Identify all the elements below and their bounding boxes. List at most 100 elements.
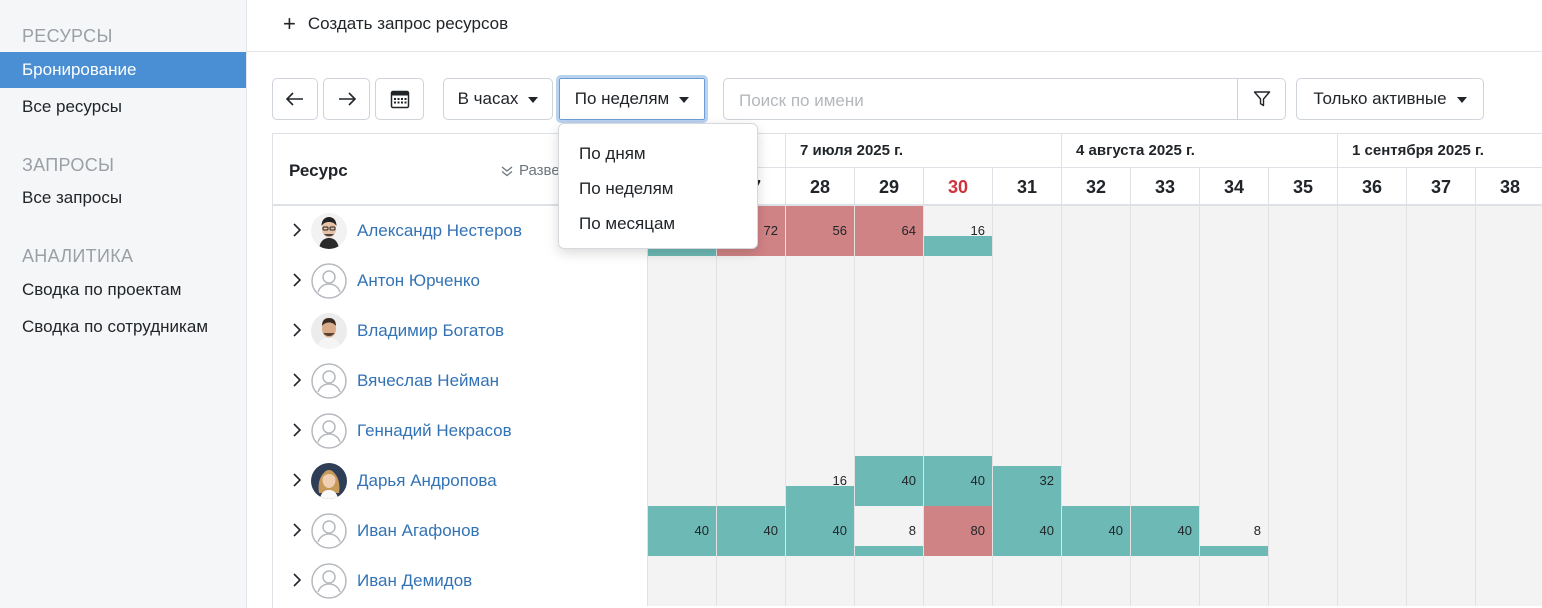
sidebar-item-all-requests[interactable]: Все запросы: [22, 188, 123, 207]
week-divider: [854, 406, 855, 456]
calendar-icon: [390, 90, 409, 109]
booking-hours-label: 40: [1177, 523, 1192, 538]
week-divider: [1406, 406, 1407, 456]
timeline-row[interactable]: [648, 556, 1542, 606]
chevron-right-icon[interactable]: [289, 370, 305, 390]
calendar-button[interactable]: [375, 78, 424, 120]
filter-button[interactable]: [1237, 79, 1285, 119]
top-bar: + Создать запрос ресурсов: [247, 0, 1542, 52]
week-divider: [1406, 506, 1407, 556]
search-field[interactable]: Поиск по имени: [723, 78, 1286, 120]
chevron-right-icon[interactable]: [289, 470, 305, 490]
status-filter-dropdown[interactable]: Только активные: [1296, 78, 1484, 120]
booking-bar[interactable]: [786, 206, 854, 256]
week-divider: [1475, 356, 1476, 406]
week-divider: [1337, 306, 1338, 356]
sidebar-section-resources: РЕСУРСЫ: [22, 26, 113, 46]
week-divider: [1061, 206, 1062, 256]
resource-name-link[interactable]: Иван Агафонов: [357, 521, 480, 540]
week-divider: [1337, 356, 1338, 406]
units-dropdown[interactable]: В часах: [443, 78, 553, 120]
arrow-right-icon: [338, 92, 356, 106]
week-divider: [1337, 206, 1338, 256]
booking-bar[interactable]: [924, 506, 992, 556]
week-divider: [1337, 256, 1338, 306]
resource-name-link[interactable]: Геннадий Некрасов: [357, 421, 512, 440]
week-divider: [992, 306, 993, 356]
period-dropdown[interactable]: По неделям: [556, 75, 708, 123]
week-divider: [1337, 506, 1338, 556]
resource-row: Вячеслав Нейман: [273, 356, 1542, 406]
period-option-weeks[interactable]: По неделям: [579, 179, 674, 198]
booking-bar[interactable]: [924, 236, 992, 256]
week-header: 35: [1269, 168, 1338, 206]
caret-down-icon: [679, 97, 690, 103]
booking-bar[interactable]: [855, 546, 923, 556]
avatar: [311, 463, 347, 499]
week-divider: [1199, 506, 1200, 556]
sidebar-item-all-resources[interactable]: Все ресурсы: [22, 97, 122, 116]
timeline-row[interactable]: 72 56 64 16: [648, 206, 1542, 256]
week-divider: [1061, 406, 1062, 456]
booking-bar[interactable]: [1200, 546, 1268, 556]
sidebar-item-project-summary[interactable]: Сводка по проектам: [22, 280, 182, 299]
week-header: 37: [1407, 168, 1476, 206]
resource-name-link[interactable]: Вячеслав Нейман: [357, 371, 500, 390]
week-divider: [1406, 456, 1407, 506]
prev-button[interactable]: [272, 78, 318, 120]
resource-name-link[interactable]: Иван Демидов: [357, 571, 473, 590]
chevron-right-icon[interactable]: [289, 520, 305, 540]
period-option-months[interactable]: По месяцам: [579, 214, 676, 233]
chevron-right-icon[interactable]: [289, 270, 305, 290]
booking-bar[interactable]: [1131, 506, 1199, 556]
resource-name-link[interactable]: Антон Юрченко: [357, 271, 480, 290]
avatar: [311, 513, 347, 549]
chevron-right-icon[interactable]: [289, 420, 305, 440]
week-divider: [1268, 506, 1269, 556]
week-divider: [1130, 406, 1131, 456]
booking-bar[interactable]: [786, 486, 854, 506]
timeline-row[interactable]: 16 40 40 32: [648, 456, 1542, 506]
booking-bar[interactable]: [1062, 506, 1130, 556]
resource-name-link[interactable]: Владимир Богатов: [357, 321, 505, 340]
booking-bar[interactable]: [993, 506, 1061, 556]
period-option-days[interactable]: По дням: [579, 144, 646, 163]
timeline-row[interactable]: [648, 306, 1542, 356]
filter-icon: [1253, 91, 1270, 107]
units-label: В часах: [457, 89, 519, 108]
booking-bar[interactable]: [648, 506, 716, 556]
chevron-right-icon[interactable]: [289, 320, 305, 340]
week-divider: [992, 256, 993, 306]
week-divider: [1475, 556, 1476, 606]
booking-bar[interactable]: [993, 466, 1061, 506]
booking-bar[interactable]: [786, 506, 854, 556]
booking-hours-label: 56: [832, 223, 847, 238]
booking-bar[interactable]: [717, 506, 785, 556]
booking-hours-label: 16: [970, 223, 985, 238]
resource-row: Геннадий Некрасов: [273, 406, 1542, 456]
resource-name-link[interactable]: Александр Нестеров: [357, 221, 523, 240]
sidebar-item-employee-summary[interactable]: Сводка по сотрудникам: [22, 317, 209, 336]
timeline-row[interactable]: [648, 356, 1542, 406]
sidebar: РЕСУРСЫ Бронирование Все ресурсы ЗАПРОСЫ…: [0, 0, 247, 608]
booking-hours-label: 40: [1039, 523, 1054, 538]
week-divider: [1061, 306, 1062, 356]
week-divider: [1406, 556, 1407, 606]
week-divider: [1061, 506, 1062, 556]
create-request-button[interactable]: + Создать запрос ресурсов: [283, 13, 508, 35]
timeline-row[interactable]: 40 40 40 8 80 40 40 40 8: [648, 506, 1542, 556]
sidebar-item-booking[interactable]: Бронирование: [0, 52, 246, 88]
timeline-row[interactable]: [648, 406, 1542, 456]
week-divider: [1268, 206, 1269, 256]
booking-bar[interactable]: [924, 456, 992, 506]
chevron-right-icon[interactable]: [289, 220, 305, 240]
timeline-row[interactable]: [648, 256, 1542, 306]
chevron-right-icon[interactable]: [289, 570, 305, 590]
resource-name-link[interactable]: Дарья Андропова: [357, 471, 497, 490]
next-button[interactable]: [323, 78, 370, 120]
resource-name-cell: Иван Демидов: [273, 556, 648, 606]
week-divider: [923, 556, 924, 606]
period-dropdown-menu: По дням По неделям По месяцам: [558, 123, 758, 249]
booking-bar[interactable]: [855, 456, 923, 506]
booking-bar[interactable]: [855, 206, 923, 256]
